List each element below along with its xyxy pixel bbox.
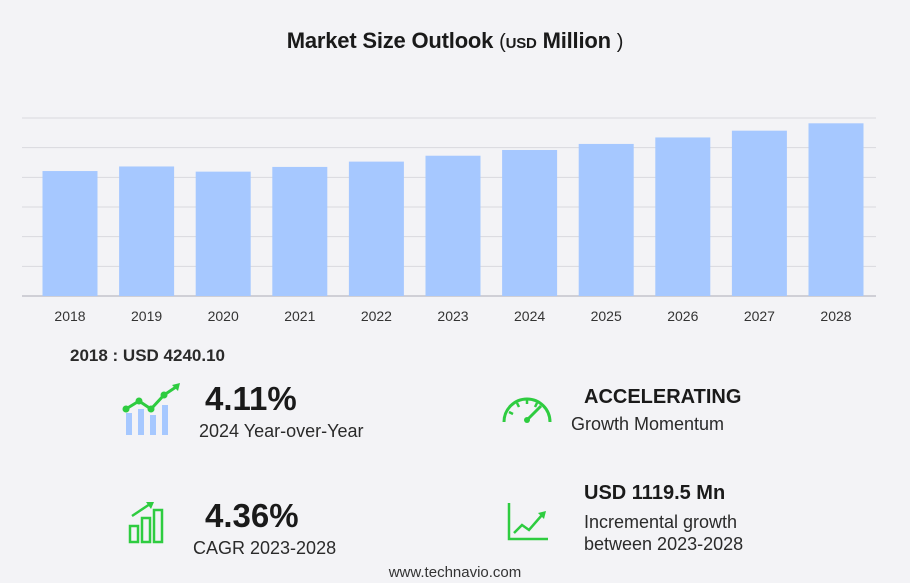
bar-2021 (272, 166, 328, 296)
kpi-momentum: ACCELERATING Growth Momentum (571, 386, 742, 436)
x-tick-label-2028: 2028 (820, 308, 851, 324)
x-tick-label-2022: 2022 (361, 308, 392, 324)
title-paren-close: ) (616, 31, 624, 53)
x-tick-label-2021: 2021 (284, 308, 315, 324)
chart-bars (42, 123, 864, 297)
kpi-incremental-value: USD 1119.5 Mn (584, 482, 726, 504)
kpi-incremental: USD 1119.5 Mn Incremental growth between… (584, 482, 743, 555)
x-tick-label-2025: 2025 (591, 308, 622, 324)
kpi-incremental-label-1: Incremental growth (584, 512, 738, 532)
kpi-momentum-value: ACCELERATING (584, 386, 742, 408)
bar-2023 (425, 155, 481, 296)
footer-source: www.technavio.com (388, 564, 522, 581)
title-unit: Million (542, 28, 611, 53)
kpi-cagr: 4.36% CAGR 2023-2028 (193, 497, 336, 560)
title-main: Market Size Outlook (286, 28, 494, 53)
bar-2024 (502, 149, 558, 296)
bar-chart: 2018 2019 2020 2021 2022 2023 2024 2025 2026 2027… (22, 117, 876, 324)
chart-title: Market Size Outlook (USD Million ) (0, 28, 910, 54)
bar-2025 (578, 143, 634, 296)
kpi-yoy-label: 2024 Year-over-Year (199, 421, 364, 441)
kpi-momentum-label: Growth Momentum (571, 414, 725, 434)
kpi-cagr-value: 4.36% (205, 497, 299, 534)
x-tick-label-2027: 2027 (744, 308, 775, 324)
line-growth-icon (507, 503, 548, 541)
bar-2018 (42, 171, 98, 296)
x-tick-label-2020: 2020 (208, 308, 239, 324)
x-tick-label-2026: 2026 (667, 308, 698, 324)
bar-2027 (731, 130, 787, 296)
rising-bars-icon (128, 502, 164, 544)
bar-2020 (195, 171, 251, 296)
kpi-yoy-value: 4.11% (205, 380, 297, 417)
bar-2022 (348, 161, 404, 296)
x-tick-label-2019: 2019 (131, 308, 162, 324)
title-paren-open: ( (499, 31, 506, 53)
bar-2019 (119, 166, 175, 296)
title-unit-small: USD (505, 35, 537, 52)
x-tick-label-2024: 2024 (514, 308, 545, 324)
bar-2028 (808, 123, 864, 297)
chart-x-ticks: 2018 2019 2020 2021 2022 2023 2024 2025 2026 2027… (54, 308, 851, 324)
base-year-value: 2018 : USD 4240.10 (70, 346, 225, 365)
kpi-incremental-label-2: between 2023-2028 (584, 533, 744, 554)
bar-growth-icon (122, 383, 180, 435)
x-tick-label-2018: 2018 (54, 308, 85, 324)
speedometer-icon (502, 397, 552, 423)
x-tick-label-2023: 2023 (437, 308, 468, 324)
kpi-cagr-label: CAGR 2023-2028 (193, 538, 337, 558)
bar-2026 (655, 137, 711, 296)
kpi-yoy: 4.11% 2024 Year-over-Year (199, 380, 363, 443)
